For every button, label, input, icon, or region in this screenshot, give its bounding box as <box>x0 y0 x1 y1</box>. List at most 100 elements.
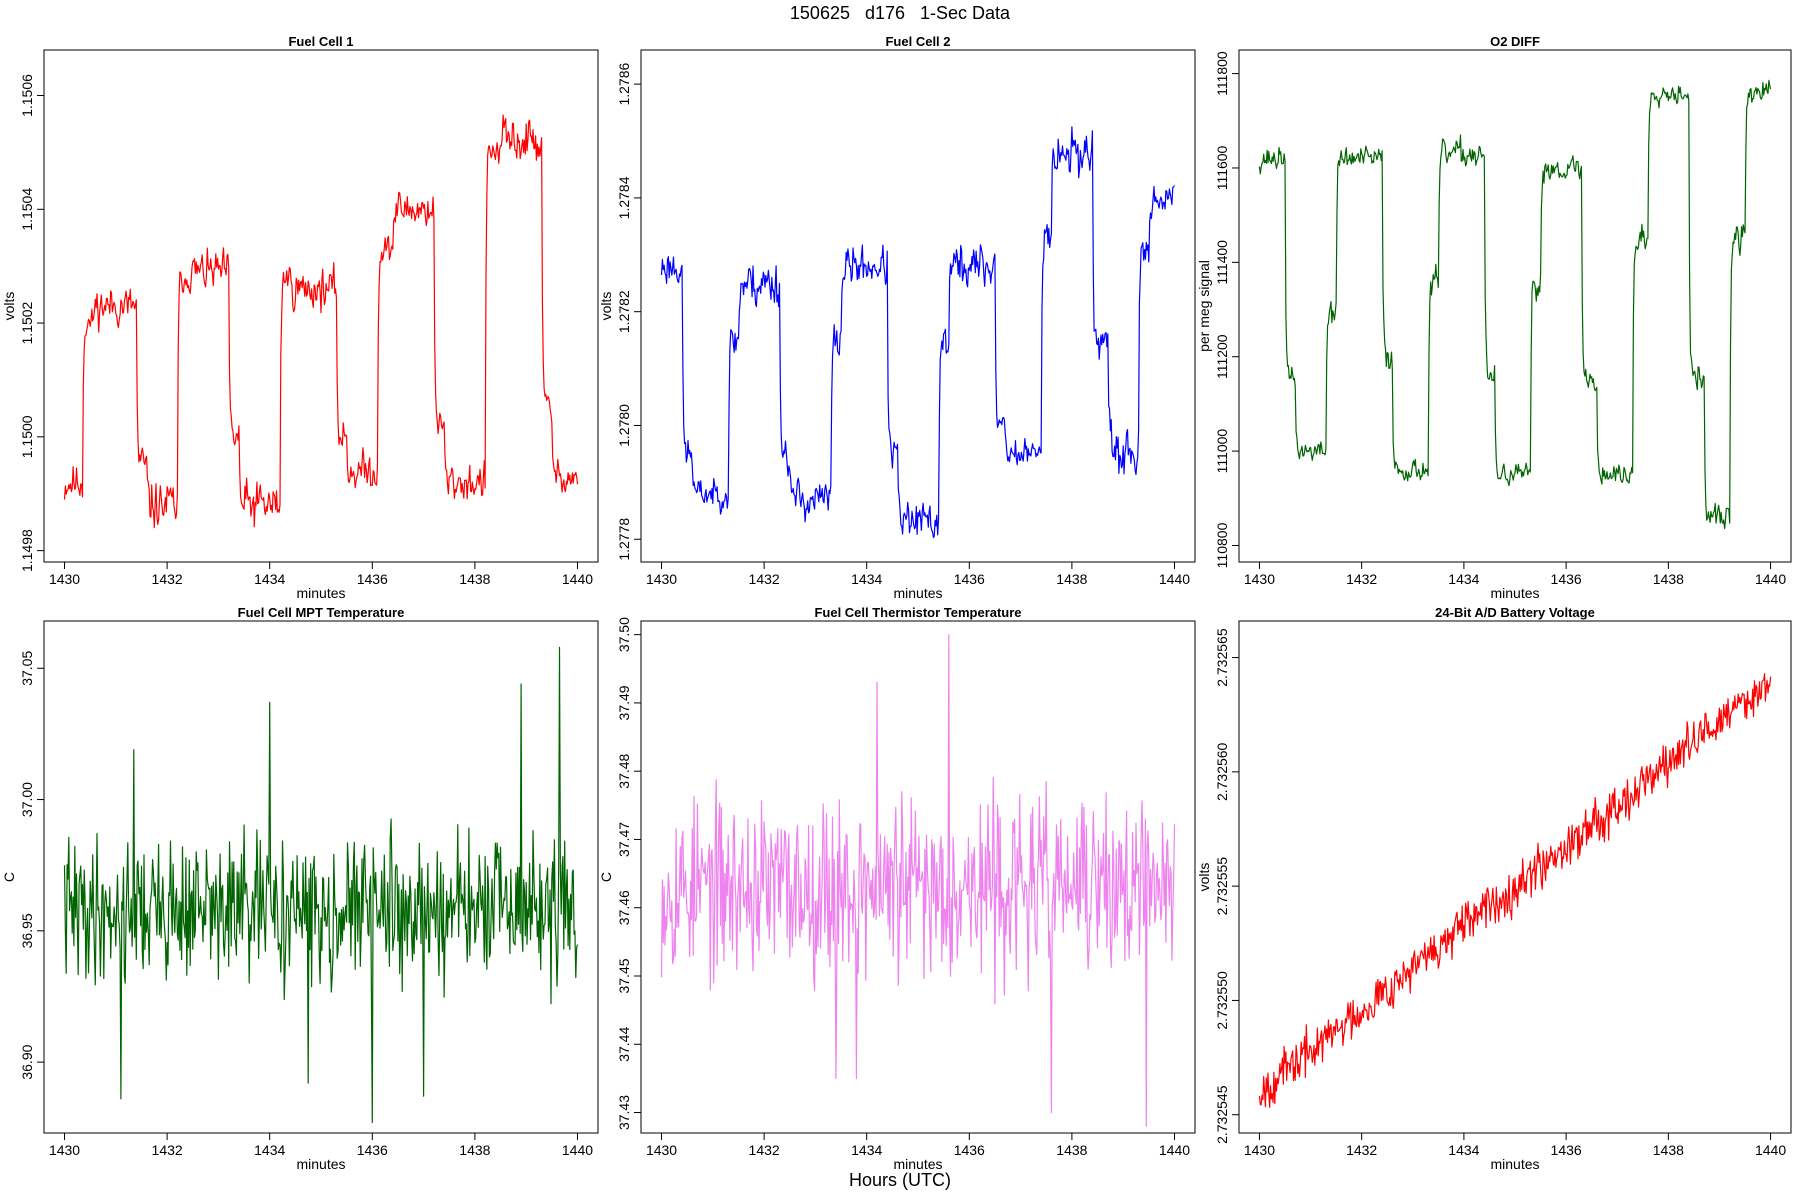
y-tick-label: 37.50 <box>616 617 632 652</box>
y-axis-label: C <box>598 872 614 882</box>
x-axis-label: minutes <box>1490 585 1539 601</box>
y-tick-label: 36.95 <box>19 913 35 948</box>
x-tick-label: 1434 <box>1448 571 1479 587</box>
y-tick-label: 2.732565 <box>1214 628 1230 687</box>
y-tick-label: 1.1502 <box>19 301 35 344</box>
plot-frame <box>1238 49 1792 563</box>
y-tick-label: 37.46 <box>616 890 632 925</box>
x-tick-label: 1430 <box>646 571 677 587</box>
y-tick-label: 1.1506 <box>19 74 35 117</box>
y-tick-label: 111400 <box>1214 240 1230 285</box>
y-tick-label: 2.732555 <box>1214 857 1230 916</box>
series-line <box>660 126 1176 539</box>
y-axis-label: volts <box>1 292 17 321</box>
x-axis-label: minutes <box>893 1156 942 1172</box>
x-tick-label: 1434 <box>851 1142 882 1158</box>
x-tick-label: 1432 <box>152 1142 183 1158</box>
x-tick-label: 1430 <box>646 1142 677 1158</box>
x-axis-label: minutes <box>1490 1156 1539 1172</box>
y-tick-label: 1.1504 <box>19 188 35 231</box>
y-tick-label: 2.732560 <box>1214 742 1230 801</box>
chart-title: Fuel Cell 1 <box>288 34 353 49</box>
chart-panel-5: Fuel Cell Thermistor Temperature 1430 1432… <box>598 605 1196 1172</box>
y-tick-label: 111600 <box>1214 145 1230 190</box>
y-tick-label: 2.732545 <box>1214 1085 1230 1144</box>
x-tick-label: 1436 <box>357 571 388 587</box>
y-tick-label: 37.00 <box>19 782 35 817</box>
x-tick-label: 1440 <box>1159 1142 1190 1158</box>
y-axis-label: per meg signal <box>1196 260 1212 352</box>
x-axis-label: minutes <box>296 1156 345 1172</box>
series-line <box>1258 79 1772 530</box>
chart-panel-4: Fuel Cell MPT Temperature 1430 1432 1434 143… <box>1 605 599 1172</box>
x-tick-label: 1434 <box>851 571 882 587</box>
chart-title: Fuel Cell MPT Temperature <box>238 605 405 620</box>
y-tick-label: 1.2784 <box>616 176 632 219</box>
x-tick-label: 1434 <box>1448 1142 1479 1158</box>
series-line <box>660 634 1176 1127</box>
plot-frame <box>1238 620 1792 1134</box>
y-tick-label: 37.48 <box>616 753 632 788</box>
y-tick-label: 37.44 <box>616 1027 632 1062</box>
x-tick-label: 1440 <box>562 571 593 587</box>
plot-frame <box>43 620 599 1134</box>
y-tick-label: 1.2780 <box>616 404 632 447</box>
x-tick-label: 1434 <box>254 571 285 587</box>
y-axis-label: volts <box>1196 863 1212 892</box>
x-tick-label: 1432 <box>1346 571 1377 587</box>
x-tick-label: 1432 <box>152 571 183 587</box>
y-tick-label: 37.49 <box>616 685 632 720</box>
y-tick-label: 37.05 <box>19 651 35 686</box>
plot-frame <box>640 620 1196 1134</box>
x-tick-label: 1438 <box>459 1142 490 1158</box>
y-tick-label: 111800 <box>1214 51 1230 96</box>
series-line <box>63 114 579 529</box>
x-tick-label: 1432 <box>1346 1142 1377 1158</box>
y-tick-label: 36.90 <box>19 1044 35 1079</box>
y-tick-label: 111200 <box>1214 334 1230 379</box>
x-tick-label: 1436 <box>954 1142 985 1158</box>
page-title: 150625 d176 1-Sec Data <box>789 3 1011 23</box>
x-tick-label: 1432 <box>749 571 780 587</box>
y-tick-label: 1.2786 <box>616 63 632 106</box>
x-tick-label: 1438 <box>459 571 490 587</box>
y-axis-label: volts <box>598 292 614 321</box>
x-tick-label: 1438 <box>1056 571 1087 587</box>
x-tick-label: 1434 <box>254 1142 285 1158</box>
x-tick-label: 1430 <box>49 571 80 587</box>
chart-title: Fuel Cell 2 <box>885 34 950 49</box>
x-tick-label: 1432 <box>749 1142 780 1158</box>
y-tick-label: 37.43 <box>616 1095 632 1130</box>
y-tick-label: 1.2778 <box>616 518 632 561</box>
x-tick-label: 1440 <box>562 1142 593 1158</box>
x-tick-label: 1438 <box>1653 1142 1684 1158</box>
chart-title: O2 DIFF <box>1490 34 1540 49</box>
y-tick-label: 1.1498 <box>19 529 35 572</box>
chart-title: Fuel Cell Thermistor Temperature <box>814 605 1021 620</box>
chart-panel-6: 24-Bit A/D Battery Voltage 1430 1432 1434 14… <box>1196 605 1792 1172</box>
series-line <box>1258 673 1772 1108</box>
x-tick-label: 1436 <box>1551 1142 1582 1158</box>
chart-title: 24-Bit A/D Battery Voltage <box>1435 605 1595 620</box>
plot-frame <box>43 49 599 563</box>
x-axis-label: minutes <box>893 585 942 601</box>
y-tick-label: 110800 <box>1214 522 1230 568</box>
y-tick-label: 2.732550 <box>1214 971 1230 1030</box>
x-tick-label: 1440 <box>1159 571 1190 587</box>
x-axis-overall-label: Hours (UTC) <box>849 1170 951 1190</box>
x-tick-label: 1436 <box>1551 571 1582 587</box>
x-tick-label: 1438 <box>1653 571 1684 587</box>
x-tick-label: 1430 <box>1244 1142 1275 1158</box>
y-tick-label: 1.2782 <box>616 290 632 333</box>
x-tick-label: 1440 <box>1755 1142 1786 1158</box>
x-tick-label: 1430 <box>1244 571 1275 587</box>
x-tick-label: 1436 <box>357 1142 388 1158</box>
x-tick-label: 1438 <box>1056 1142 1087 1158</box>
x-tick-label: 1440 <box>1755 571 1786 587</box>
x-tick-label: 1436 <box>954 571 985 587</box>
chart-panel-2: Fuel Cell 2 1430 1432 1434 1436 1438 1440 minut… <box>598 34 1196 601</box>
y-tick-label: 37.45 <box>616 958 632 993</box>
y-axis-label: C <box>1 872 17 882</box>
plot-frame <box>640 49 1196 563</box>
